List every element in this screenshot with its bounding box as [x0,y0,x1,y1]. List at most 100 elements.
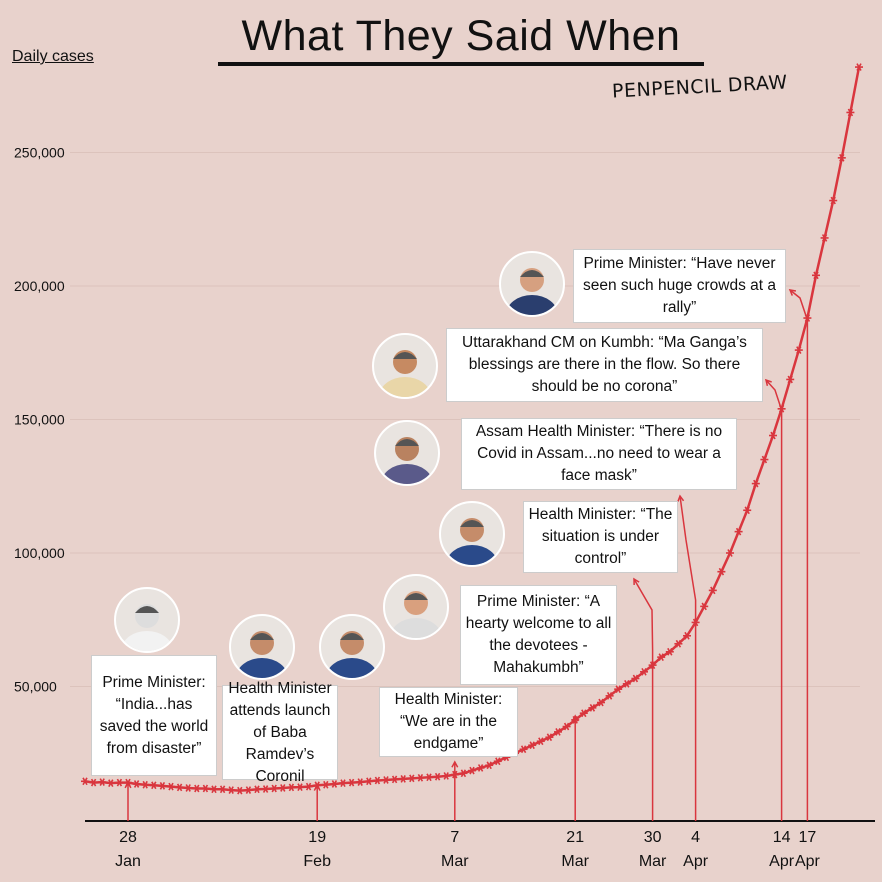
data-point-mark [142,780,148,789]
speaker-portrait [439,501,505,567]
data-point-mark [409,774,415,783]
speaker-portrait [374,420,440,486]
data-point [769,431,777,440]
x-tick-day: 21 [566,829,584,846]
data-point [743,506,752,515]
data-point-mark [632,674,639,683]
annotation-quote-box: Prime Minister: “A hearty welcome to all… [460,585,617,685]
x-tick-month: Mar [639,853,667,870]
data-point [373,776,382,785]
data-point [89,778,98,787]
data-point-mark [219,785,226,794]
data-point-mark [314,781,320,790]
speaker-portrait [229,614,295,680]
data-point-mark [271,784,277,793]
person-icon [446,518,498,565]
annotation-quote-box: Health Minister: “The situation is under… [523,501,678,573]
data-point-mark [615,685,621,694]
x-tick-month: Apr [795,853,821,870]
data-point [416,773,425,782]
data-point [433,772,442,781]
annotation-quote-box: Assam Health Minister: “There is no Covi… [461,418,737,490]
data-point [244,786,253,794]
data-point-mark [228,786,234,794]
data-point [124,778,132,787]
x-tick-day: 19 [308,829,326,846]
data-point [382,776,390,784]
data-point [390,775,399,784]
data-point [132,780,141,788]
data-point-mark [176,783,183,792]
data-point-mark [589,703,596,712]
data-point-mark [99,778,105,786]
data-point-mark [744,506,750,515]
data-point-mark [520,745,527,754]
data-point-mark [847,108,854,117]
data-point-mark [348,778,355,787]
data-point [657,653,666,661]
data-point [545,733,554,742]
speaker-portrait [372,333,438,399]
data-point [536,737,545,746]
person-icon [326,631,378,678]
annotation-quote-box: Health Minister attends launch of Baba R… [222,680,338,785]
data-point [485,761,494,770]
x-tick-month: Mar [561,853,589,870]
data-point-mark [839,153,845,162]
data-point [175,783,184,792]
data-point [794,346,803,354]
annotation-connector [765,379,783,821]
data-point [554,728,562,736]
data-point-mark [710,586,716,595]
data-point-mark [116,778,123,787]
data-point-mark [426,773,432,782]
person-icon [379,350,431,397]
data-point [407,774,416,783]
person-icon [121,604,173,651]
data-point-mark [323,780,329,789]
data-point-mark [735,527,742,536]
data-point-mark [262,785,269,793]
data-point-mark [82,777,88,786]
data-point-mark [495,757,501,766]
data-point-mark [194,784,200,793]
data-point [803,314,812,322]
data-point [459,769,468,778]
data-point [493,757,502,766]
data-point-mark [684,631,690,640]
data-point [81,777,89,786]
x-tick-day: 28 [119,829,137,846]
annotation-connector [789,289,809,821]
arrowhead [764,378,772,387]
x-tick-month: Mar [441,853,469,870]
annotation-connector [679,495,697,821]
data-point [253,785,261,794]
speaker-portrait [319,614,385,680]
data-point [812,271,820,280]
data-point-mark [821,234,828,242]
speaker-portrait [114,587,180,653]
data-point [115,778,124,787]
x-tick-month: Apr [683,853,709,870]
person-icon [381,437,433,484]
data-point [270,784,279,793]
data-point-mark [202,784,209,793]
data-point-mark [770,431,776,440]
data-point [562,722,571,731]
arrowhead [451,760,459,768]
data-point-mark [280,784,286,792]
y-axis-label: Daily cases [12,48,94,65]
arrowhead [788,289,797,296]
person-icon [236,631,288,678]
annotation-quote-box: Health Minister: “We are in the endgame” [379,687,518,757]
data-point-mark [90,778,97,787]
data-point-mark [237,786,243,795]
data-point [597,698,605,707]
x-tick-month: Feb [303,853,331,870]
data-point-mark [366,777,372,786]
data-point [786,375,795,384]
arrowhead [677,494,685,502]
data-point-mark [434,772,441,781]
data-point-mark [185,784,191,792]
data-point [442,772,451,780]
